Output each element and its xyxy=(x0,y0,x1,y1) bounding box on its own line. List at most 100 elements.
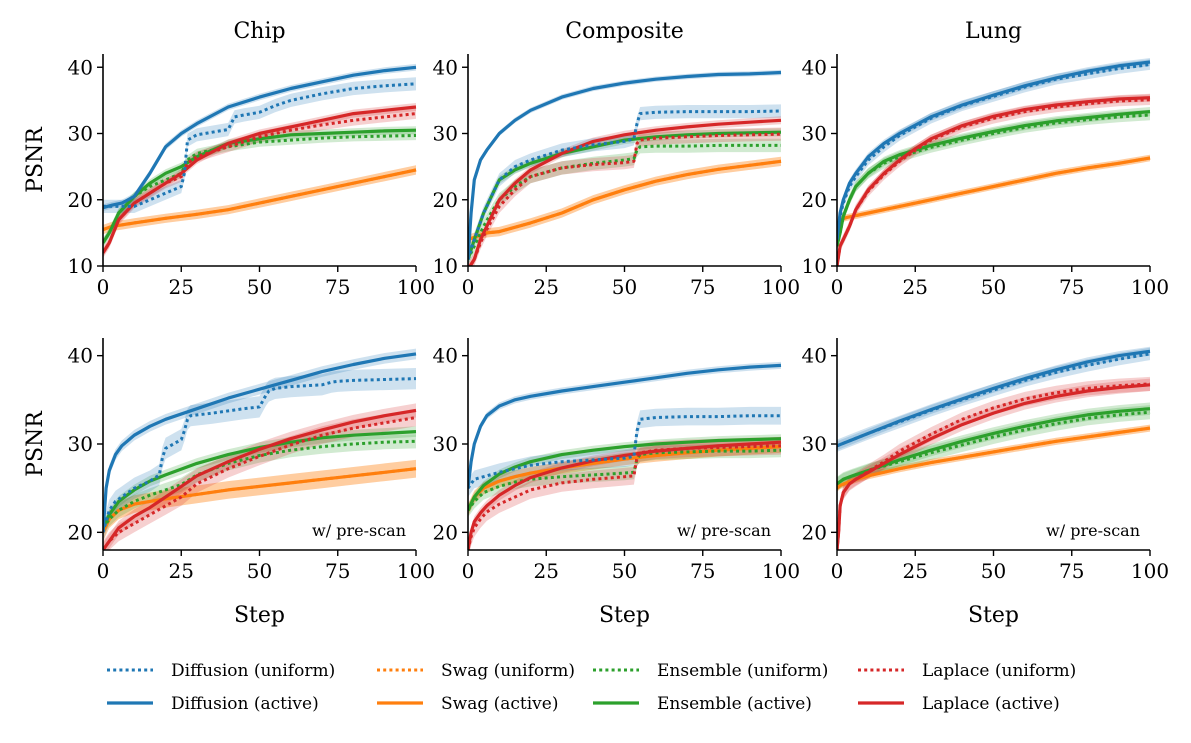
legend-label: Diffusion (active) xyxy=(171,694,319,714)
line-ens_u xyxy=(468,143,781,261)
line-swag_a xyxy=(837,156,1151,234)
x-tick-label: 25 xyxy=(169,559,194,583)
line-diff_a xyxy=(103,352,417,533)
x-tick-label: 25 xyxy=(534,275,559,299)
line-lap_a xyxy=(837,96,1151,266)
y-tick-label: 30 xyxy=(68,432,93,456)
line-lap_u xyxy=(837,98,1151,266)
panel-title: Lung xyxy=(965,19,1022,44)
y-tick-label: 40 xyxy=(68,55,93,79)
panel-title: Chip xyxy=(233,19,285,44)
panel-composite-bottom: 0 25 50 75 100 20 30 40 w/ pre-scan Step xyxy=(433,338,800,628)
band-lap_a xyxy=(103,403,416,550)
y-tick-label: 20 xyxy=(802,188,827,212)
annotation: w/ pre-scan xyxy=(312,521,406,540)
line-ens_a xyxy=(837,407,1151,486)
band-swag_u xyxy=(837,424,1150,492)
legend-label: Ensemble (uniform) xyxy=(657,661,828,681)
x-tick-label: 75 xyxy=(325,559,350,583)
y-tick-label: 40 xyxy=(68,344,93,368)
line-ens_u xyxy=(837,113,1151,247)
line-lap_a xyxy=(837,383,1151,550)
x-tick-label: 25 xyxy=(169,275,194,299)
line-swag_u xyxy=(837,156,1151,234)
x-tick-label: 100 xyxy=(397,559,435,583)
line-diff_a xyxy=(468,363,782,489)
y-axis-label: PSNR xyxy=(23,410,48,477)
band-diff_a xyxy=(103,348,416,538)
legend-item-lap_u: Laplace (uniform) xyxy=(858,661,1076,681)
band-ens_u xyxy=(837,405,1150,491)
legend-item-ens_u: Ensemble (uniform) xyxy=(593,661,828,681)
x-axis-label: Step xyxy=(234,603,285,628)
x-tick-label: 75 xyxy=(325,275,350,299)
line-lap_a xyxy=(103,105,417,254)
y-tick-label: 10 xyxy=(802,254,827,278)
legend: Diffusion (uniform) Diffusion (active) Swa… xyxy=(107,661,1076,714)
x-tick-label: 0 xyxy=(831,559,844,583)
band-ens_u xyxy=(468,138,781,266)
x-tick-label: 100 xyxy=(397,275,435,299)
y-tick-label: 40 xyxy=(802,344,827,368)
line-swag_a xyxy=(468,159,782,242)
panel-lung-bottom: 0 25 50 75 100 20 30 40 w/ pre-scan Step xyxy=(802,338,1169,628)
line-diff_a xyxy=(837,60,1151,240)
panel-chip-top: 0 25 50 75 100 10 20 30 40 Chip PSNR xyxy=(23,19,435,299)
line-swag_a xyxy=(103,467,417,533)
panel-composite-top: 0 25 50 75 100 10 20 30 40 Composite xyxy=(433,19,801,299)
legend-item-diff_a: Diffusion (active) xyxy=(107,694,319,714)
band-swag_u xyxy=(103,459,416,542)
x-tick-label: 50 xyxy=(247,559,272,583)
panel-chip-bottom: 0 25 50 75 100 20 30 40 w/ pre-scan PSNR Step xyxy=(23,338,435,628)
x-tick-label: 50 xyxy=(981,275,1006,299)
y-tick-label: 40 xyxy=(433,55,458,79)
line-ens_a xyxy=(468,437,782,511)
band-swag_u xyxy=(468,156,781,245)
x-tick-label: 75 xyxy=(1059,559,1084,583)
band-diff_u xyxy=(468,406,781,497)
x-tick-label: 100 xyxy=(762,559,800,583)
panel-lung-top: 0 25 50 75 100 10 20 30 40 Lung xyxy=(802,19,1170,299)
x-tick-label: 50 xyxy=(612,275,637,299)
line-ens_u xyxy=(837,410,1151,486)
annotation: w/ pre-scan xyxy=(677,521,771,540)
y-tick-label: 20 xyxy=(68,188,93,212)
line-diff_a xyxy=(468,70,782,260)
x-tick-label: 0 xyxy=(97,559,110,583)
plot-area xyxy=(103,63,417,259)
x-tick-label: 50 xyxy=(247,275,272,299)
legend-label: Laplace (uniform) xyxy=(922,661,1076,681)
band-ens_u xyxy=(837,109,1150,252)
x-axis-label: Step xyxy=(968,603,1019,628)
legend-item-swag_u: Swag (uniform) xyxy=(377,661,575,681)
line-ens_a xyxy=(103,430,417,529)
plot-area xyxy=(468,361,782,550)
y-tick-label: 30 xyxy=(802,122,827,146)
y-tick-label: 20 xyxy=(433,188,458,212)
legend-item-ens_a: Ensemble (active) xyxy=(593,694,812,714)
legend-item-swag_a: Swag (active) xyxy=(377,694,558,714)
x-tick-label: 75 xyxy=(690,559,715,583)
line-diff_a xyxy=(103,65,417,210)
band-ens_a xyxy=(468,434,781,515)
x-tick-label: 25 xyxy=(534,559,559,583)
band-diff_u xyxy=(837,347,1150,452)
legend-label: Diffusion (uniform) xyxy=(171,661,335,681)
line-lap_a xyxy=(103,408,417,550)
x-tick-label: 0 xyxy=(831,275,844,299)
x-tick-label: 100 xyxy=(1131,559,1169,583)
line-lap_u xyxy=(468,132,782,266)
band-ens_a xyxy=(837,107,1150,251)
panel-title: Composite xyxy=(565,19,683,44)
x-tick-label: 0 xyxy=(462,559,475,583)
y-tick-label: 20 xyxy=(433,520,458,544)
band-diff_u xyxy=(103,77,416,213)
line-diff_u xyxy=(468,414,781,490)
band-swag_a xyxy=(468,156,781,245)
x-tick-label: 25 xyxy=(903,275,928,299)
y-tick-label: 20 xyxy=(802,520,827,544)
band-swag_a xyxy=(837,424,1150,492)
x-tick-label: 50 xyxy=(981,559,1006,583)
band-lap_u xyxy=(103,408,416,550)
